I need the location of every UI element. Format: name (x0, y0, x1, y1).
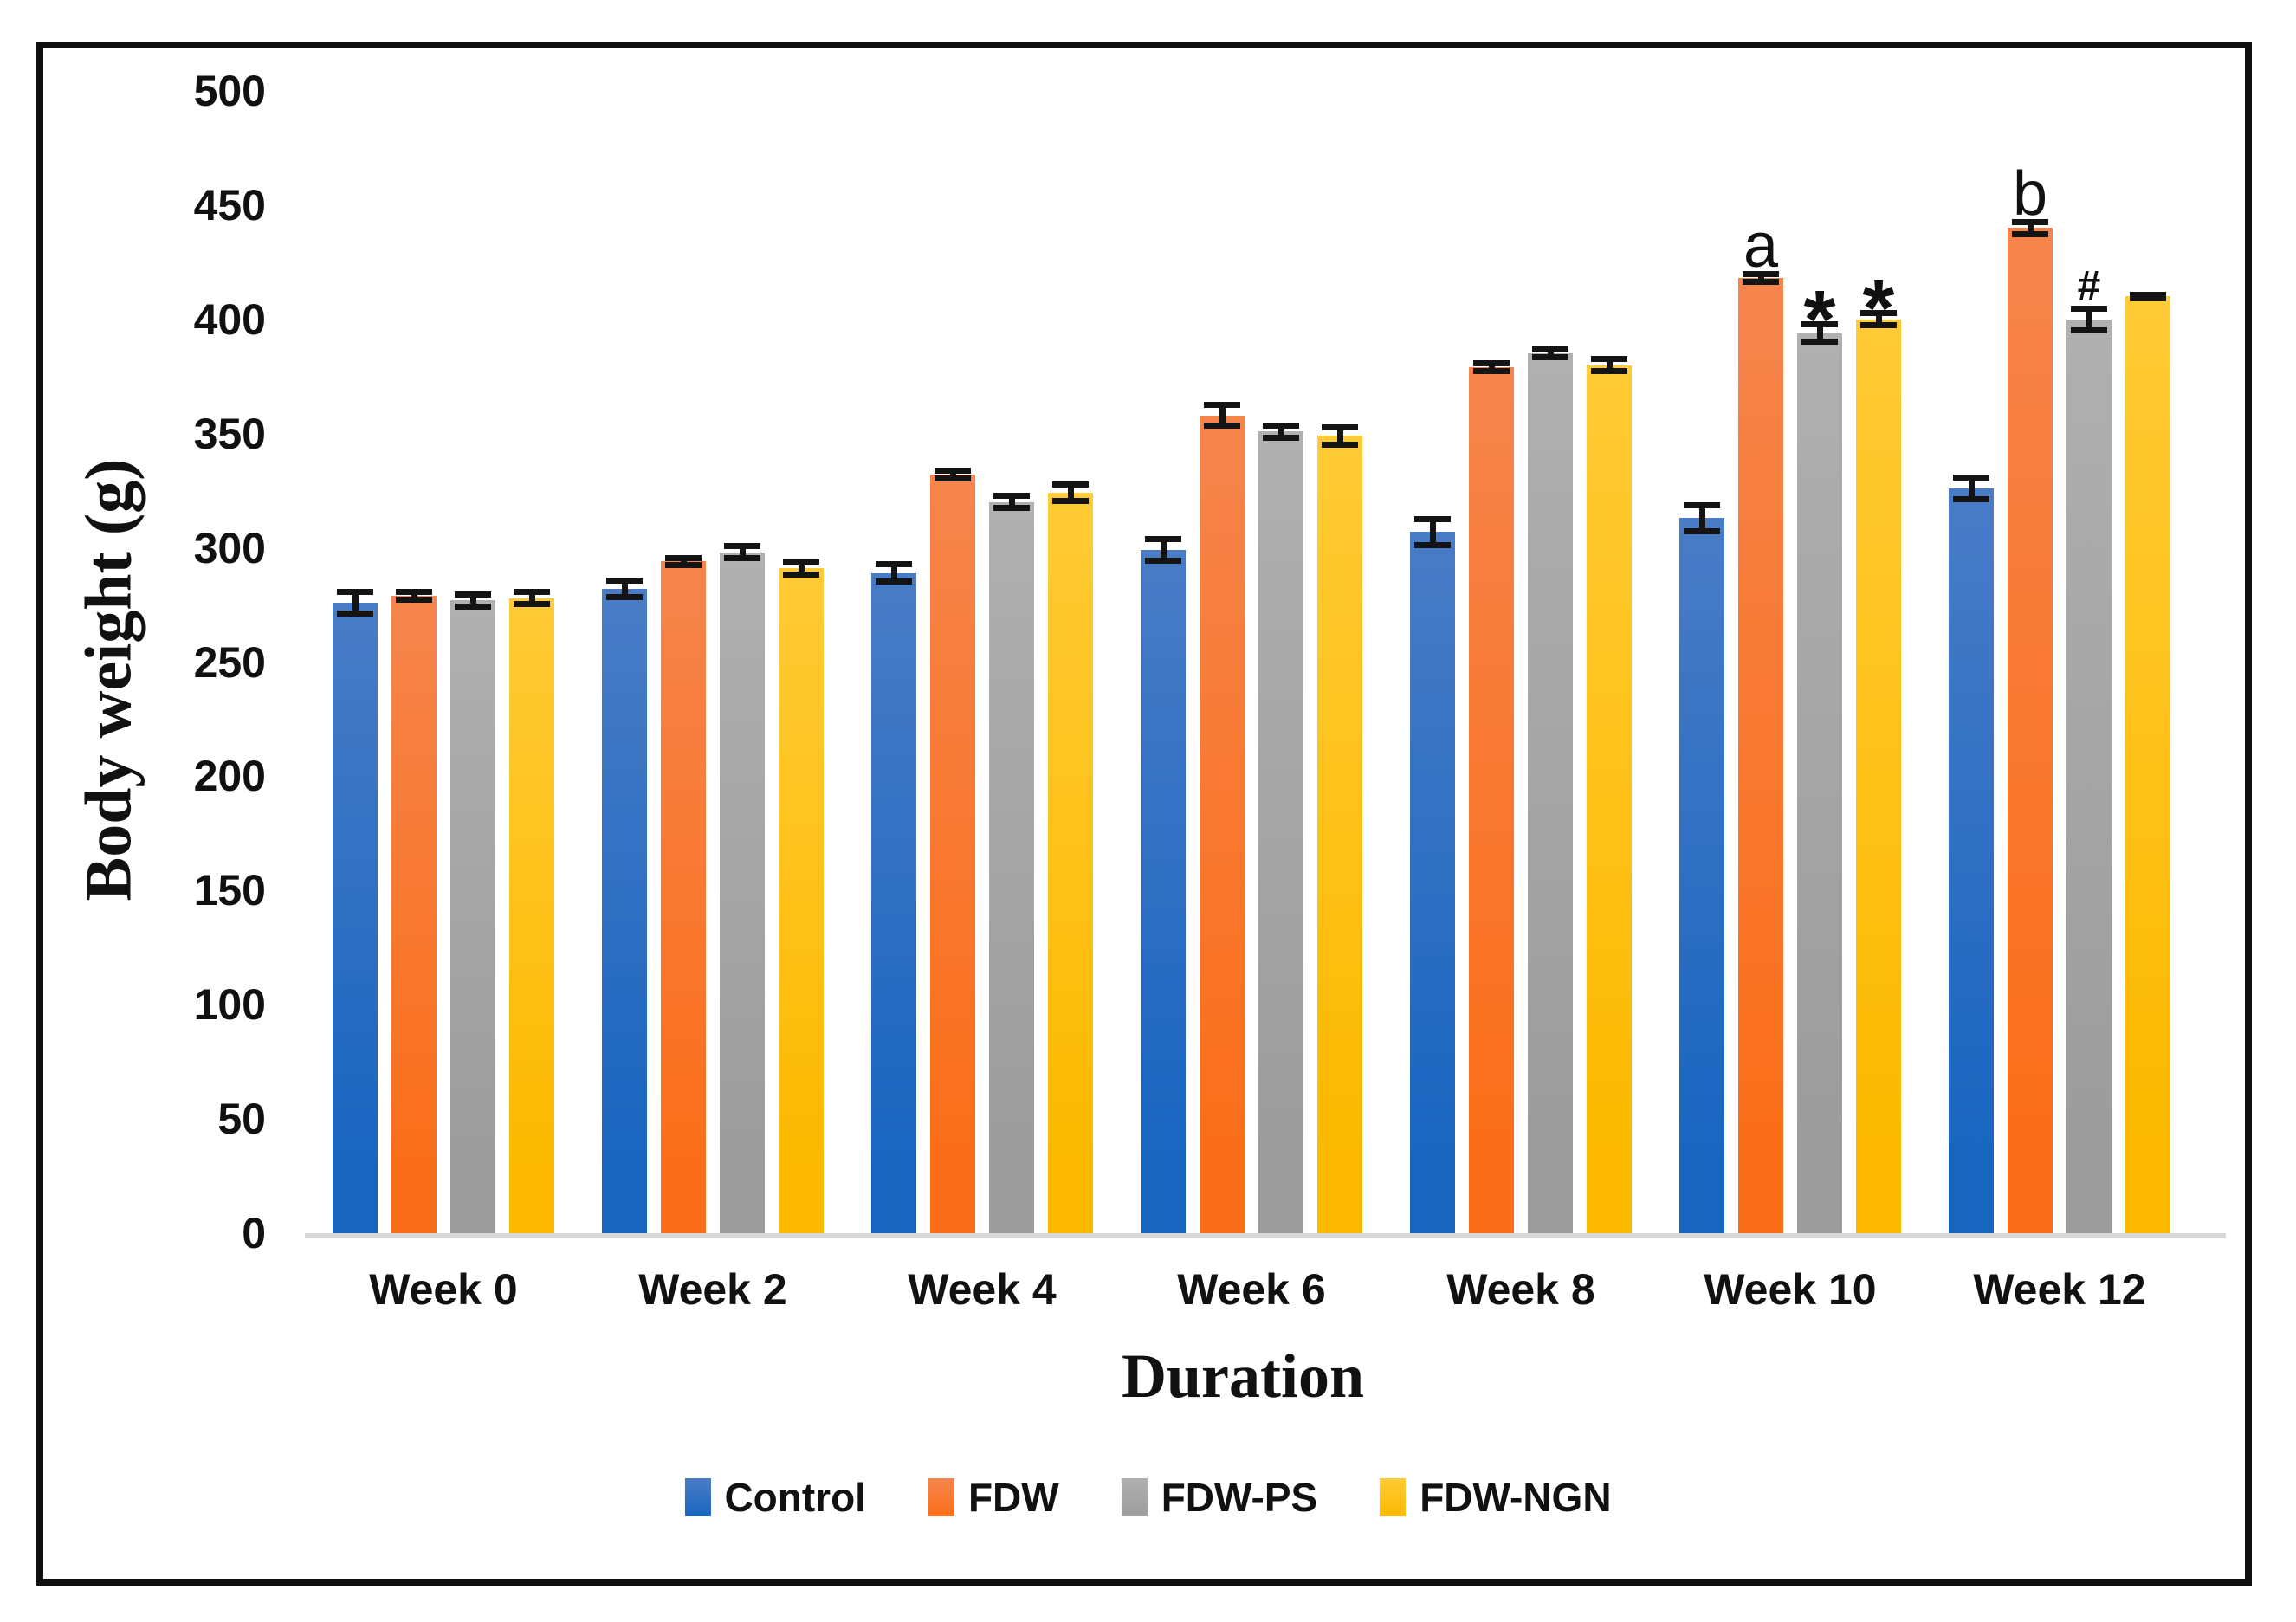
bar-fdw-week-0 (391, 596, 437, 1233)
x-label-week-2: Week 2 (638, 1265, 787, 1314)
error-bar-fdw-week-8 (1473, 360, 1510, 375)
x-axis-title: Duration (1121, 1341, 1365, 1411)
bar-fdw-ngn-week-2 (779, 568, 824, 1233)
error-bar-control-week-4 (876, 561, 912, 585)
bar-control-week-8 (1410, 532, 1455, 1233)
bar-control-week-4 (871, 572, 916, 1233)
x-label-week-4: Week 4 (908, 1265, 1057, 1314)
bar-fdw-ngn-week-10 (1856, 319, 1901, 1233)
bar-control-week-2 (602, 589, 647, 1233)
error-bar-control-week-10 (1684, 501, 1720, 534)
error-bar-fdw-ps-week-6 (1263, 422, 1299, 441)
error-bar-fdw-week-4 (935, 468, 971, 482)
bar-fdw-ps-week-0 (450, 600, 495, 1233)
annotation-star-fdw-ngn-week-10: * (1862, 262, 1895, 355)
error-bar-fdw-ps-week-0 (455, 591, 491, 610)
y-tick-label-200: 200 (193, 752, 266, 801)
error-bar-fdw-ps-week-8 (1532, 346, 1568, 361)
x-axis-line (305, 1233, 2226, 1238)
bar-fdw-ngn-week-6 (1317, 436, 1362, 1233)
x-label-week-0: Week 0 (369, 1265, 518, 1314)
legend-item-fdw-ps: FDW-PS (1121, 1474, 1318, 1521)
legend-swatch-fdw-ps (1121, 1478, 1148, 1516)
annotation-a-fdw-week-10: a (1743, 211, 1779, 281)
error-bar-fdw-week-6 (1204, 401, 1240, 430)
annotation-b-fdw-week-12: b (2012, 158, 2048, 229)
figure-border (36, 42, 2252, 1586)
error-bar-fdw-week-10 (1743, 271, 1779, 286)
error-bar-fdw-ngn-week-12 (2130, 292, 2166, 301)
error-bar-control-week-12 (1953, 475, 1989, 502)
y-tick-label-300: 300 (193, 523, 266, 572)
legend-swatch-fdw-ngn (1380, 1478, 1407, 1516)
error-bar-control-week-2 (606, 577, 643, 601)
error-bar-fdw-ngn-week-0 (514, 589, 550, 608)
legend-label-control: Control (724, 1475, 866, 1520)
error-bar-fdw-week-0 (396, 589, 432, 603)
error-bar-fdw-ps-week-2 (724, 543, 760, 562)
error-bar-fdw-ngn-week-4 (1052, 481, 1089, 505)
legend-label-fdw-ngn: FDW-NGN (1420, 1475, 1612, 1520)
bar-control-week-12 (1949, 488, 1994, 1233)
bar-fdw-ps-week-8 (1528, 353, 1573, 1233)
y-tick-label-450: 450 (193, 180, 266, 229)
x-label-week-12: Week 12 (1973, 1265, 2146, 1314)
legend-label-fdw-ps: FDW-PS (1161, 1475, 1318, 1520)
bar-fdw-ps-week-10 (1797, 333, 1842, 1233)
bar-control-week-0 (333, 602, 378, 1233)
bar-fdw-ngn-week-8 (1587, 365, 1632, 1233)
bar-fdw-ps-week-4 (989, 501, 1034, 1233)
legend-label-fdw: FDW (967, 1475, 1059, 1520)
error-bar-fdw-ngn-week-6 (1322, 424, 1358, 448)
error-bar-fdw-ps-week-12 (2071, 305, 2107, 333)
y-tick-label-150: 150 (193, 866, 266, 915)
bar-fdw-week-8 (1469, 367, 1514, 1233)
legend-item-control: Control (684, 1474, 866, 1521)
error-bar-control-week-6 (1145, 536, 1181, 565)
y-tick-label-500: 500 (193, 67, 266, 115)
legend-swatch-fdw (928, 1478, 954, 1516)
legend: Control FDW FDW-PS FDW-NGN (684, 1474, 1612, 1521)
bar-control-week-6 (1141, 550, 1186, 1233)
y-tick-label-50: 50 (217, 1095, 266, 1144)
y-tick-label-0: 0 (242, 1209, 266, 1257)
y-tick-label-100: 100 (193, 980, 266, 1030)
x-label-week-6: Week 6 (1177, 1265, 1326, 1314)
error-bar-fdw-ngn-week-2 (783, 559, 819, 578)
error-bar-fdw-ngn-week-8 (1591, 356, 1627, 375)
legend-item-fdw: FDW (928, 1474, 1059, 1521)
bar-fdw-week-10 (1738, 278, 1783, 1233)
legend-swatch-control (684, 1478, 711, 1516)
bar-fdw-ps-week-6 (1258, 431, 1303, 1233)
annotation-star-fdw-ps-week-10: * (1803, 274, 1836, 366)
error-bar-fdw-ngn-week-10 (1860, 310, 1897, 329)
bar-fdw-ps-week-12 (2066, 319, 2112, 1233)
bar-fdw-ps-week-2 (720, 552, 765, 1233)
error-bar-fdw-week-2 (665, 554, 702, 569)
bar-fdw-week-4 (930, 475, 975, 1233)
bar-fdw-week-6 (1200, 415, 1245, 1233)
error-bar-control-week-0 (337, 589, 373, 617)
bar-fdw-week-12 (2008, 228, 2053, 1233)
x-label-week-8: Week 8 (1446, 1265, 1595, 1314)
y-tick-label-250: 250 (193, 637, 266, 687)
error-bar-control-week-8 (1414, 515, 1451, 548)
annotation-hash-fdw-ps-week-12: # (2077, 262, 2101, 309)
bar-fdw-ngn-week-12 (2125, 296, 2170, 1233)
legend-item-fdw-ngn: FDW-NGN (1380, 1474, 1612, 1521)
y-tick-label-350: 350 (193, 409, 266, 458)
error-bar-fdw-week-12 (2012, 218, 2048, 237)
error-bar-fdw-ps-week-4 (993, 493, 1030, 512)
y-axis-title: Body weight (g) (72, 458, 146, 901)
bar-fdw-ngn-week-0 (509, 598, 554, 1233)
y-tick-label-400: 400 (193, 294, 266, 344)
x-label-week-10: Week 10 (1704, 1265, 1877, 1314)
bar-fdw-ngn-week-4 (1048, 493, 1093, 1233)
error-bar-fdw-ps-week-10 (1801, 321, 1838, 345)
bar-control-week-10 (1679, 518, 1724, 1233)
bar-fdw-week-2 (661, 561, 706, 1233)
